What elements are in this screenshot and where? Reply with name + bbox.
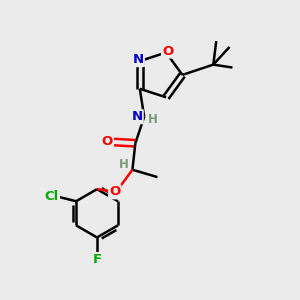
Text: H: H xyxy=(118,158,128,171)
Text: F: F xyxy=(92,253,102,266)
Text: N: N xyxy=(132,110,143,123)
Text: O: O xyxy=(109,185,120,198)
Text: O: O xyxy=(162,44,173,58)
Text: N: N xyxy=(133,53,144,66)
Text: H: H xyxy=(148,112,158,126)
Text: Cl: Cl xyxy=(45,190,59,203)
Text: O: O xyxy=(102,135,113,148)
